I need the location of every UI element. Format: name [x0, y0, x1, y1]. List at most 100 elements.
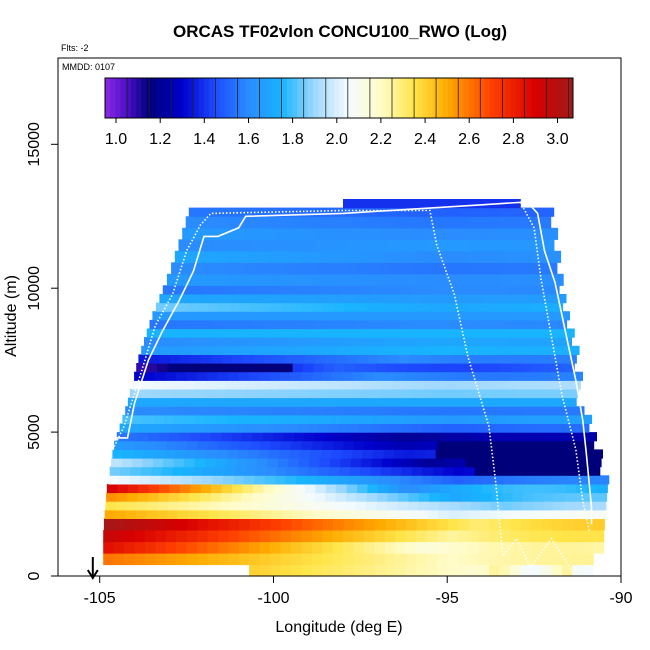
heatmap-cell: [221, 294, 233, 304]
colorbar-swatch: [505, 78, 511, 118]
colorbar-swatch: [240, 78, 246, 118]
heatmap-cell: [530, 541, 542, 554]
colorbar-tick-label: 2.2: [370, 131, 392, 148]
heatmap-cell: [364, 518, 376, 531]
heatmap-cell: [456, 414, 467, 424]
heatmap-cell: [142, 458, 154, 468]
heatmap-cell: [160, 475, 172, 485]
heatmap-cell: [392, 380, 404, 390]
heatmap-cell: [294, 432, 306, 442]
heatmap-cell: [146, 328, 158, 338]
heatmap-cell: [468, 199, 480, 209]
heatmap-cell: [242, 432, 253, 442]
heatmap-cell: [171, 423, 183, 433]
heatmap-cell: [506, 345, 518, 355]
heatmap-cell: [396, 509, 408, 519]
heatmap-cell: [255, 388, 266, 399]
heatmap-cell: [367, 483, 379, 494]
heatmap-cell: [522, 207, 534, 217]
heatmap-cell: [535, 475, 547, 485]
heatmap-cell: [351, 414, 363, 424]
heatmap-cell: [314, 492, 326, 502]
heatmap-cell: [523, 432, 535, 442]
heatmap-cell: [227, 216, 239, 229]
heatmap-cell: [483, 262, 495, 275]
plot-area: [57, 57, 622, 577]
heatmap-cell: [352, 449, 364, 459]
heatmap-cell: [304, 492, 316, 502]
heatmap-cell: [421, 262, 433, 275]
heatmap-cell: [242, 294, 254, 304]
heatmap-cell: [372, 414, 384, 424]
colorbar: 1.0 1.2 1.4 1.6 1.8 2.0 2.2 2.4 2.6 2.8 3.0: [104, 77, 574, 148]
heatmap-cell: [390, 423, 402, 433]
heatmap-cell: [442, 423, 454, 433]
heatmap-cell: [178, 328, 189, 338]
heatmap-cell: [277, 285, 289, 295]
heatmap-cell: [355, 363, 367, 373]
heatmap-cell: [495, 227, 506, 240]
heatmap-cell: [103, 518, 115, 531]
heatmap-cell: [177, 273, 189, 286]
heatmap-cell: [561, 541, 573, 554]
heatmap-cell: [470, 207, 482, 217]
heatmap-cell: [537, 345, 549, 355]
heatmap-cell: [282, 363, 294, 373]
heatmap-cell: [371, 285, 383, 295]
heatmap-cell: [519, 216, 531, 229]
heatmap-cell: [261, 501, 273, 511]
heatmap-cell: [432, 388, 444, 399]
x-axis-title: Longitude (deg E): [275, 619, 402, 636]
heatmap-cell: [426, 530, 438, 543]
heatmap-cell: [543, 239, 555, 252]
heatmap-cell: [413, 380, 425, 390]
heatmap-cell: [553, 509, 564, 519]
heatmap-cell: [421, 475, 433, 485]
heatmap-cell: [279, 250, 290, 263]
colorbar-swatch: [136, 78, 142, 118]
heatmap-cell: [240, 363, 252, 373]
y-tick-label: 10000: [26, 266, 43, 311]
heatmap-cell: [203, 227, 214, 240]
heatmap-cell: [143, 414, 155, 424]
heatmap-cell: [436, 553, 448, 566]
heatmap-cell: [376, 207, 388, 217]
heatmap-cell: [136, 501, 148, 511]
heatmap-cell: [219, 328, 231, 338]
heatmap-cell: [346, 432, 358, 442]
heatmap-cell: [475, 311, 487, 321]
heatmap-cell: [414, 414, 426, 424]
heatmap-cell: [133, 449, 145, 459]
heatmap-cell: [559, 458, 571, 468]
heatmap-cell: [417, 509, 429, 519]
heatmap-cell: [569, 380, 581, 390]
heatmap-cell: [228, 553, 240, 566]
heatmap-cell: [322, 440, 334, 450]
heatmap-cell: [527, 285, 539, 295]
heatmap-cell: [538, 311, 550, 321]
heatmap-cell: [311, 553, 323, 566]
heatmap-cell: [508, 414, 520, 424]
heatmap-cell: [523, 483, 535, 494]
heatmap-cell: [482, 483, 494, 494]
heatmap-cell: [339, 466, 350, 476]
heatmap-cell: [298, 285, 310, 295]
heatmap-cell: [161, 423, 173, 433]
heatmap-cell: [196, 337, 208, 347]
heatmap-cell: [509, 564, 521, 577]
heatmap-cell: [238, 530, 250, 543]
heatmap-cell: [198, 328, 210, 338]
heatmap-cell: [343, 440, 355, 450]
colorbar-swatch: [448, 78, 454, 118]
heatmap-cell: [255, 423, 267, 433]
heatmap-cell: [374, 518, 386, 531]
heatmap-cell: [408, 492, 420, 502]
heatmap-cell: [425, 337, 437, 347]
heatmap-cell: [241, 492, 253, 502]
heatmap-cell: [301, 302, 313, 312]
heatmap-cell: [230, 239, 242, 252]
colorbar-swatch: [297, 78, 303, 118]
heatmap-cell: [486, 285, 497, 295]
heatmap-cell: [165, 530, 177, 543]
heatmap-cell: [292, 328, 304, 338]
